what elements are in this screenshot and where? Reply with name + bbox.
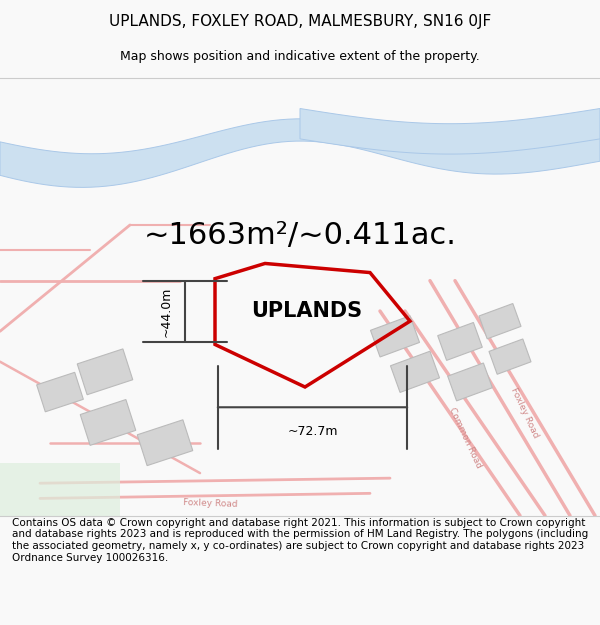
Text: Foxley Road: Foxley Road [509, 386, 541, 439]
Text: Common Road: Common Road [447, 406, 483, 469]
Polygon shape [437, 322, 482, 361]
Polygon shape [448, 363, 493, 401]
Polygon shape [77, 349, 133, 395]
Text: Foxley Road: Foxley Road [182, 498, 238, 509]
Text: ~44.0m: ~44.0m [160, 286, 173, 337]
Polygon shape [0, 463, 120, 516]
Text: ~1663m²/~0.411ac.: ~1663m²/~0.411ac. [143, 221, 457, 249]
Polygon shape [137, 420, 193, 466]
Polygon shape [370, 316, 419, 357]
Polygon shape [489, 339, 531, 374]
Polygon shape [80, 399, 136, 446]
Text: UPLANDS, FOXLEY ROAD, MALMESBURY, SN16 0JF: UPLANDS, FOXLEY ROAD, MALMESBURY, SN16 0… [109, 14, 491, 29]
Text: ~72.7m: ~72.7m [287, 426, 338, 439]
Polygon shape [0, 119, 600, 188]
Polygon shape [300, 109, 600, 154]
Text: Contains OS data © Crown copyright and database right 2021. This information is : Contains OS data © Crown copyright and d… [12, 518, 588, 562]
Polygon shape [37, 372, 83, 412]
Text: Map shows position and indicative extent of the property.: Map shows position and indicative extent… [120, 50, 480, 62]
Polygon shape [479, 304, 521, 339]
Polygon shape [391, 351, 440, 392]
Text: UPLANDS: UPLANDS [251, 301, 362, 321]
